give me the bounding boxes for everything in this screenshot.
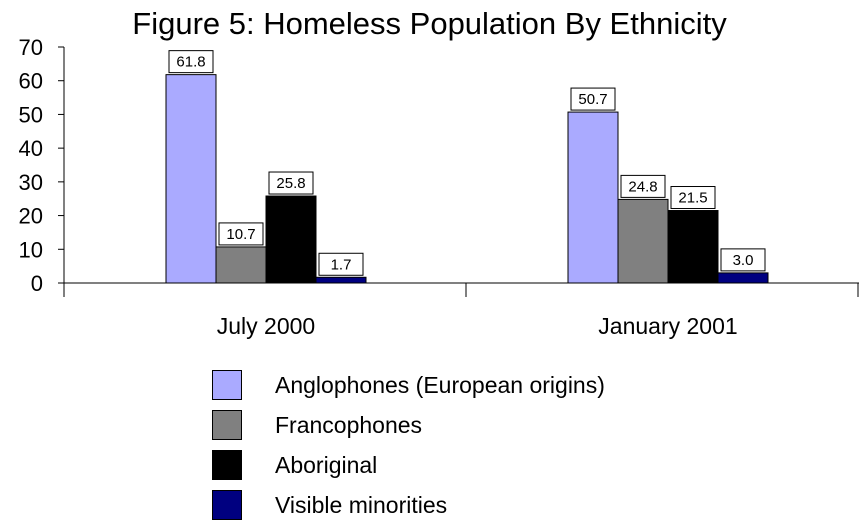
legend-item-visible-minorities: Visible minorities (212, 488, 712, 522)
bar (617, 198, 669, 284)
data-label: 1.7 (331, 256, 352, 273)
y-tick-label: 10 (19, 237, 43, 262)
y-tick-label: 20 (19, 204, 43, 229)
bar (265, 195, 317, 284)
legend-swatch-francophones (212, 410, 242, 440)
y-tick-label: 50 (19, 102, 43, 127)
data-label-box (218, 222, 264, 246)
y-tick-label: 30 (19, 170, 43, 195)
y-tick-label: 40 (19, 136, 43, 161)
legend-item-anglophones: Anglophones (European origins) (212, 368, 712, 402)
data-label-box (570, 87, 616, 111)
legend-label-anglophones: Anglophones (European origins) (275, 372, 605, 398)
data-label-box (720, 248, 766, 272)
data-label: 61.8 (176, 54, 205, 71)
data-label-box (318, 252, 364, 276)
y-tick-label: 0 (31, 271, 43, 296)
legend-swatch-visible-minorities (212, 490, 242, 520)
data-label: 50.7 (578, 91, 607, 108)
data-label: 24.8 (628, 178, 657, 195)
bar (165, 74, 217, 284)
data-label: 21.5 (678, 190, 707, 207)
x-category-label: January 2001 (598, 313, 737, 339)
bar (567, 111, 619, 284)
bar (717, 272, 769, 284)
data-label: 25.8 (276, 175, 305, 192)
data-label: 10.7 (226, 226, 255, 243)
bar (215, 246, 267, 284)
data-label-box (620, 174, 666, 198)
data-label: 3.0 (733, 252, 754, 269)
data-label-box (670, 186, 716, 210)
legend-label-francophones: Francophones (275, 412, 423, 438)
legend-item-francophones: Francophones (212, 408, 712, 442)
legend-item-aboriginal: Aboriginal (212, 448, 712, 482)
bar (667, 210, 719, 284)
y-tick-label: 70 (19, 35, 43, 60)
data-label-box (168, 50, 214, 74)
data-label-box (268, 171, 314, 195)
x-category-label: July 2000 (217, 313, 315, 339)
bar (315, 276, 367, 284)
legend-label-visible-minorities: Visible minorities (275, 492, 448, 518)
chart-title: Figure 5: Homeless Population By Ethnici… (132, 6, 727, 41)
y-tick-label: 60 (19, 69, 43, 94)
legend-swatch-aboriginal (212, 450, 242, 480)
legend-swatch-anglophones (212, 370, 242, 400)
legend-label-aboriginal: Aboriginal (275, 452, 378, 478)
